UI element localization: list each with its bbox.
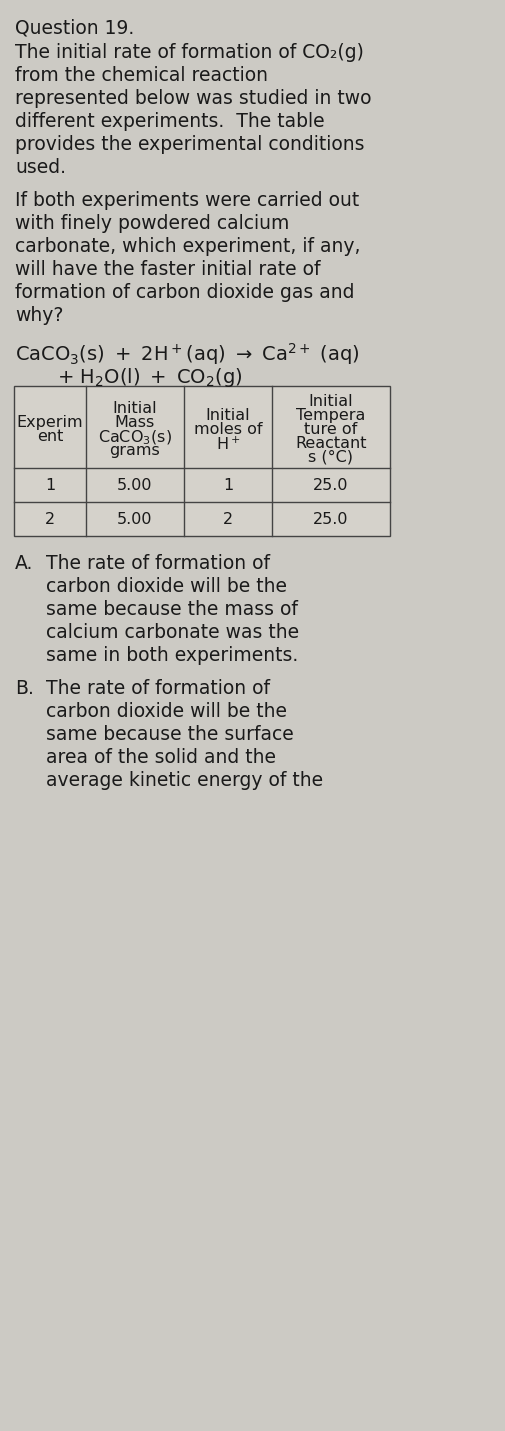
Text: carbon dioxide will be the: carbon dioxide will be the <box>46 577 286 595</box>
Text: same in both experiments.: same in both experiments. <box>46 645 297 665</box>
Text: Question 19.: Question 19. <box>15 19 134 37</box>
Text: area of the solid and the: area of the solid and the <box>46 748 275 767</box>
Text: $\mathrm{H^+}$: $\mathrm{H^+}$ <box>215 436 240 454</box>
Text: ture of: ture of <box>304 422 357 436</box>
Text: used.: used. <box>15 157 66 177</box>
Text: s (°C): s (°C) <box>308 449 353 465</box>
Text: Reactant: Reactant <box>294 436 366 451</box>
Text: provides the experimental conditions: provides the experimental conditions <box>15 135 364 155</box>
Text: The initial rate of formation of CO₂(g): The initial rate of formation of CO₂(g) <box>15 43 363 62</box>
Text: why?: why? <box>15 306 63 325</box>
Text: average kinetic energy of the: average kinetic energy of the <box>46 771 323 790</box>
Text: Mass: Mass <box>115 415 155 429</box>
Text: from the chemical reaction: from the chemical reaction <box>15 66 268 84</box>
Text: same because the mass of: same because the mass of <box>46 600 297 620</box>
Text: The rate of formation of: The rate of formation of <box>46 554 270 572</box>
Text: B.: B. <box>15 678 34 698</box>
Text: with finely powdered calcium: with finely powdered calcium <box>15 215 289 233</box>
Text: $\mathrm{+\ H_2O(l)\ +\ CO_2(g)}$: $\mathrm{+\ H_2O(l)\ +\ CO_2(g)}$ <box>57 366 242 389</box>
Text: Initial: Initial <box>308 394 352 409</box>
Text: 25.0: 25.0 <box>313 512 348 527</box>
Text: Tempera: Tempera <box>296 408 365 424</box>
Text: represented below was studied in two: represented below was studied in two <box>15 89 371 107</box>
Text: Initial: Initial <box>205 408 250 424</box>
Text: Experim: Experim <box>17 415 83 429</box>
Text: 1: 1 <box>45 478 55 494</box>
Text: ent: ent <box>37 429 63 444</box>
Text: carbonate, which experiment, if any,: carbonate, which experiment, if any, <box>15 238 360 256</box>
Text: $\mathrm{CaCO_3(s)}$: $\mathrm{CaCO_3(s)}$ <box>98 429 172 448</box>
Text: calcium carbonate was the: calcium carbonate was the <box>46 622 298 643</box>
Text: 2: 2 <box>45 512 55 527</box>
Text: Initial: Initial <box>113 401 157 416</box>
Text: 1: 1 <box>222 478 233 494</box>
Text: will have the faster initial rate of: will have the faster initial rate of <box>15 260 320 279</box>
Text: The rate of formation of: The rate of formation of <box>46 678 270 698</box>
Text: 5.00: 5.00 <box>117 478 153 494</box>
Text: moles of: moles of <box>193 422 262 436</box>
Text: grams: grams <box>110 444 160 458</box>
Text: 2: 2 <box>223 512 233 527</box>
Text: formation of carbon dioxide gas and: formation of carbon dioxide gas and <box>15 283 354 302</box>
Text: same because the surface: same because the surface <box>46 726 293 744</box>
Text: $\mathrm{CaCO_3(s)\ +\ 2H^+(aq)\ \rightarrow\ Ca^{2+}\ (aq)}$: $\mathrm{CaCO_3(s)\ +\ 2H^+(aq)\ \righta… <box>15 341 359 366</box>
Text: carbon dioxide will be the: carbon dioxide will be the <box>46 703 286 721</box>
Text: different experiments.  The table: different experiments. The table <box>15 112 324 132</box>
Bar <box>14 386 389 537</box>
Text: 5.00: 5.00 <box>117 512 153 527</box>
Text: If both experiments were carried out: If both experiments were carried out <box>15 190 359 210</box>
Text: 25.0: 25.0 <box>313 478 348 494</box>
Text: A.: A. <box>15 554 33 572</box>
